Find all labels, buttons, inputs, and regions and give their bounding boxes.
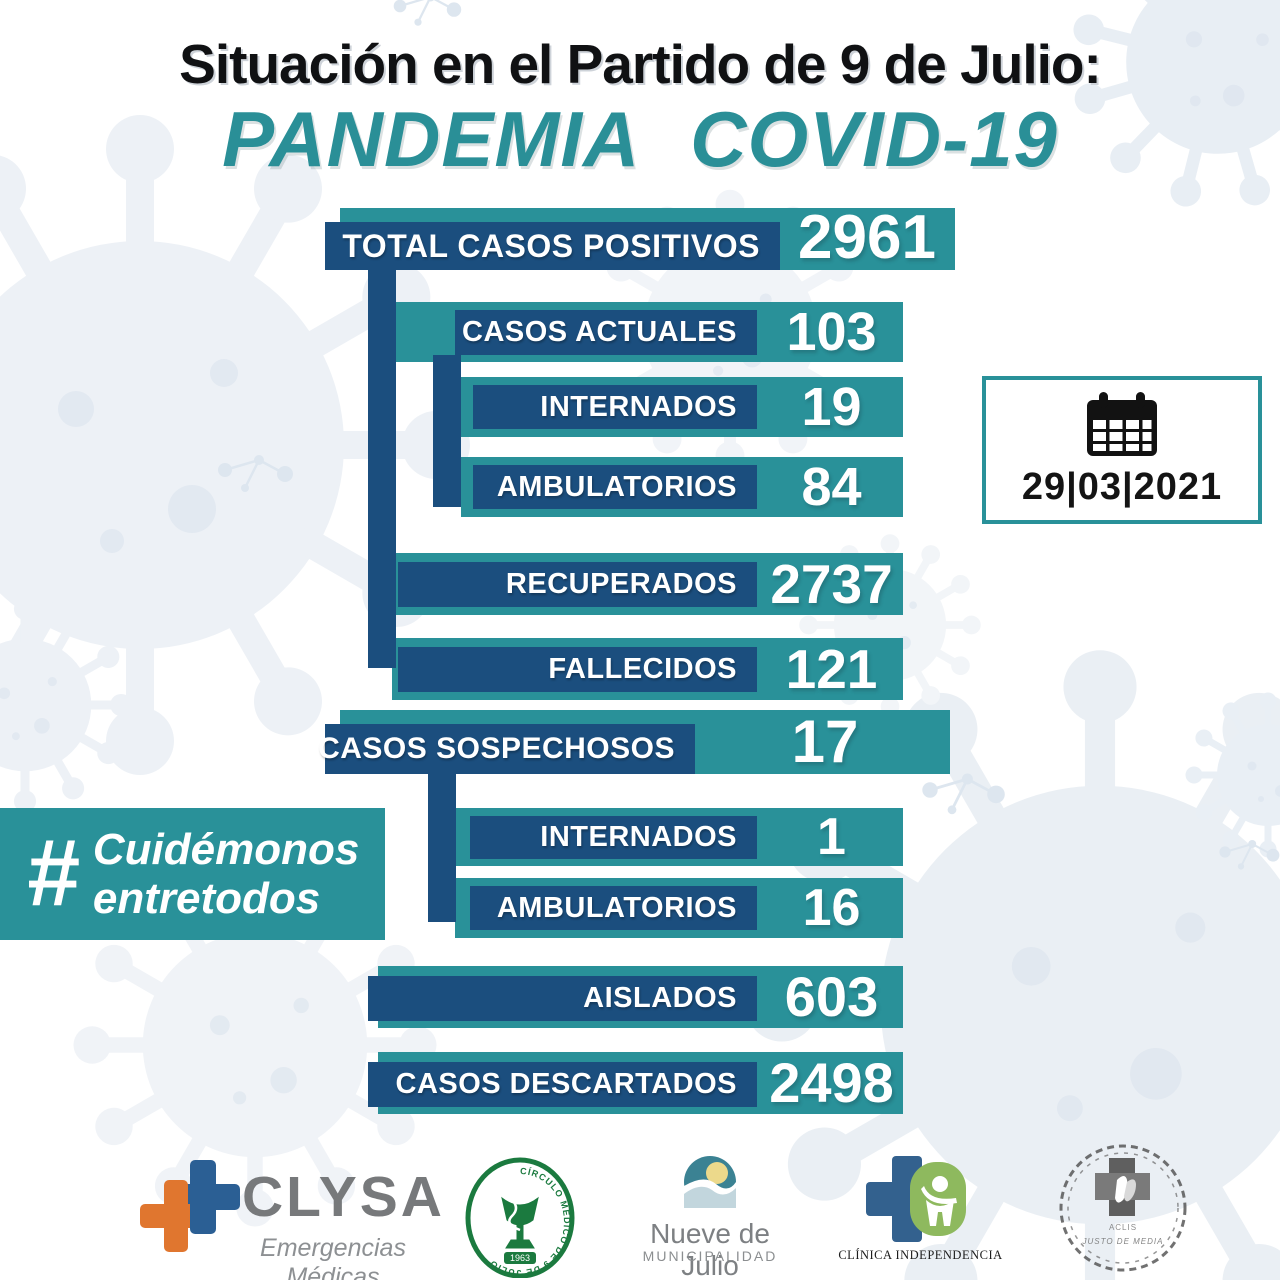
bar-value-internados-sospechosos: 1 <box>817 808 846 866</box>
bar-label-ambulatorios-sospechosos: AMBULATORIOS <box>470 886 757 930</box>
label-text: INTERNADOS <box>540 390 737 423</box>
bar-label-aislados: AISLADOS <box>368 976 757 1021</box>
date-box: 29|03|2021 <box>982 376 1262 524</box>
clinica-independencia-name: CLÍNICA INDEPENDENCIA <box>838 1248 1003 1262</box>
connector-sospechosos-branch <box>428 772 456 922</box>
label-text: CASOS ACTUALES <box>462 316 737 348</box>
bar-label-recuperados: RECUPERADOS <box>398 562 757 607</box>
label-text: RECUPERADOS <box>505 568 737 600</box>
bar-label-ambulatorios: AMBULATORIOS <box>473 465 757 509</box>
bar-label-internados-sospechosos: INTERNADOS <box>470 816 757 859</box>
bar-value-casos-descartados: 2498 <box>769 1051 894 1114</box>
bar-value-casos-sospechosos: 17 <box>791 708 859 775</box>
bar-value-internados: 19 <box>801 377 862 437</box>
stamp-icon: ACLIS JUSTO DE MEDIA <box>1059 1144 1187 1272</box>
calendar-icon <box>1087 391 1157 456</box>
bar-value-aislados: 603 <box>784 965 879 1028</box>
page-title: Situación en el Partido de 9 de Julio: <box>179 33 1102 95</box>
bar-value-fallecidos: 121 <box>785 637 878 700</box>
bar-label-casos-descartados: CASOS DESCARTADOS <box>368 1062 757 1107</box>
logo-clinica-independencia: CLÍNICA INDEPENDENCIA <box>838 1156 1002 1266</box>
hashtag-line1: Cuidémonos <box>92 824 360 874</box>
bar-label-casos-sospechosos: CASOS SOSPECHOSOS <box>318 724 695 774</box>
circulo-medico-icon: CÍRCULO MÉDICO DE 9 DE JULIO 1963 <box>465 1157 575 1279</box>
bar-label-internados: INTERNADOS <box>473 385 757 429</box>
municipalidad-icon <box>684 1156 736 1208</box>
logo-clysa: CLYSA Emergencias Médicas <box>138 1158 442 1280</box>
connector-total-branch <box>368 268 396 668</box>
bar-label-fallecidos: FALLECIDOS <box>398 647 757 692</box>
stamp-line2: JUSTO DE MEDIA <box>1082 1237 1164 1246</box>
logo-stamp: ACLIS JUSTO DE MEDIA <box>1055 1140 1191 1276</box>
bar-label-total-casos-positivos: TOTAL CASOS POSITIVOS <box>325 222 780 270</box>
clinica-independencia-icon <box>866 1156 966 1242</box>
circulo-year: 1963 <box>510 1253 530 1263</box>
clysa-cross-icon <box>140 1160 240 1252</box>
hashtag-text: Cuidémonos entretodos <box>93 825 359 924</box>
label-text: INTERNADOS <box>540 821 737 853</box>
label-text: TOTAL CASOS POSITIVOS <box>342 227 760 264</box>
bar-value-total-casos-positivos: 2961 <box>798 203 936 272</box>
municipalidad-subtitle: MUNICIPALIDAD <box>642 1248 778 1264</box>
page-subtitle: PANDEMIA COVID-19 <box>222 95 1058 183</box>
label-text: AMBULATORIOS <box>496 470 737 503</box>
municipalidad-name: Nueve de Julio <box>650 1218 770 1280</box>
logo-circulo-medico: CÍRCULO MÉDICO DE 9 DE JULIO 1963 <box>462 1156 578 1279</box>
logo-municipalidad: Nueve de Julio MUNICIPALIDAD <box>630 1156 790 1280</box>
label-text: FALLECIDOS <box>548 653 737 685</box>
hash-symbol: # <box>26 820 79 927</box>
label-text: CASOS SOSPECHOSOS <box>318 732 675 765</box>
hashtag-box: # Cuidémonos entretodos <box>0 808 385 940</box>
date-value: 29|03|2021 <box>1021 465 1223 508</box>
clysa-tagline: Emergencias Médicas <box>260 1234 406 1280</box>
bar-value-casos-actuales: 103 <box>786 302 877 362</box>
clysa-name: CLYSA <box>242 1165 445 1229</box>
label-text: AMBULATORIOS <box>496 891 737 924</box>
bar-label-casos-actuales: CASOS ACTUALES <box>455 310 757 355</box>
bar-value-ambulatorios: 84 <box>801 457 862 517</box>
label-text: CASOS DESCARTADOS <box>395 1068 737 1100</box>
hashtag-line2: entretodos <box>92 874 321 923</box>
stamp-line1: ACLIS <box>1109 1223 1137 1232</box>
connector-actuales-branch <box>433 355 461 507</box>
label-text: AISLADOS <box>583 982 737 1014</box>
bar-value-recuperados: 2737 <box>770 552 893 615</box>
bar-value-ambulatorios-sospechosos: 16 <box>802 879 861 937</box>
